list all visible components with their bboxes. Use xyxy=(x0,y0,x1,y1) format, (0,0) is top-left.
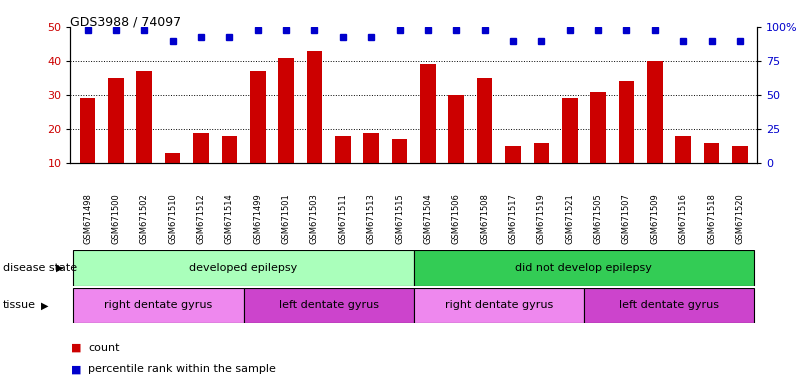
Text: tissue: tissue xyxy=(3,300,36,311)
Text: right dentate gyrus: right dentate gyrus xyxy=(104,300,212,311)
Text: GDS3988 / 74097: GDS3988 / 74097 xyxy=(70,15,182,28)
Bar xyxy=(562,98,578,163)
Text: percentile rank within the sample: percentile rank within the sample xyxy=(88,364,276,374)
Text: disease state: disease state xyxy=(3,263,78,273)
Bar xyxy=(505,146,521,163)
Bar xyxy=(647,61,662,163)
Bar xyxy=(244,288,413,323)
Text: did not develop epilepsy: did not develop epilepsy xyxy=(516,263,652,273)
Text: GSM671501: GSM671501 xyxy=(282,193,291,243)
Text: ▶: ▶ xyxy=(55,263,63,273)
Text: GSM671498: GSM671498 xyxy=(83,193,92,243)
Text: ■: ■ xyxy=(70,364,81,374)
Text: GSM671511: GSM671511 xyxy=(338,193,348,243)
Bar xyxy=(675,136,691,163)
Text: GSM671504: GSM671504 xyxy=(424,193,433,243)
Bar xyxy=(413,250,754,286)
Text: GSM671517: GSM671517 xyxy=(509,193,517,243)
Bar xyxy=(335,136,351,163)
Text: GSM671510: GSM671510 xyxy=(168,193,177,243)
Text: GSM671507: GSM671507 xyxy=(622,193,631,243)
Bar xyxy=(136,71,152,163)
Text: GSM671505: GSM671505 xyxy=(594,193,602,243)
Bar xyxy=(477,78,493,163)
Text: GSM671513: GSM671513 xyxy=(367,193,376,243)
Bar xyxy=(250,71,265,163)
Text: right dentate gyrus: right dentate gyrus xyxy=(445,300,553,311)
Text: GSM671514: GSM671514 xyxy=(225,193,234,243)
Bar xyxy=(80,98,95,163)
Bar xyxy=(449,95,464,163)
Text: GSM671499: GSM671499 xyxy=(253,193,262,243)
Bar xyxy=(533,143,549,163)
Text: left dentate gyrus: left dentate gyrus xyxy=(619,300,719,311)
Bar xyxy=(590,92,606,163)
Text: GSM671515: GSM671515 xyxy=(395,193,404,243)
Text: GSM671521: GSM671521 xyxy=(566,193,574,243)
Bar xyxy=(364,132,379,163)
Bar xyxy=(165,153,180,163)
Text: GSM671506: GSM671506 xyxy=(452,193,461,243)
Bar xyxy=(584,288,754,323)
Text: GSM671500: GSM671500 xyxy=(111,193,120,243)
Text: left dentate gyrus: left dentate gyrus xyxy=(279,300,379,311)
Text: GSM671502: GSM671502 xyxy=(139,193,149,243)
Bar xyxy=(618,81,634,163)
Text: count: count xyxy=(88,343,119,353)
Text: GSM671512: GSM671512 xyxy=(196,193,206,243)
Bar xyxy=(704,143,719,163)
Text: GSM671516: GSM671516 xyxy=(678,193,688,243)
Bar xyxy=(278,58,294,163)
Bar xyxy=(392,139,408,163)
Bar xyxy=(74,250,413,286)
Bar xyxy=(74,288,244,323)
Bar xyxy=(732,146,747,163)
Text: ■: ■ xyxy=(70,343,81,353)
Bar xyxy=(222,136,237,163)
Text: GSM671503: GSM671503 xyxy=(310,193,319,243)
Text: GSM671519: GSM671519 xyxy=(537,193,545,243)
Bar xyxy=(193,132,209,163)
Bar xyxy=(307,51,322,163)
Text: developed epilepsy: developed epilepsy xyxy=(189,263,298,273)
Text: GSM671508: GSM671508 xyxy=(480,193,489,243)
Text: GSM671518: GSM671518 xyxy=(707,193,716,243)
Text: GSM671520: GSM671520 xyxy=(735,193,744,243)
Bar xyxy=(413,288,584,323)
Bar xyxy=(420,65,436,163)
Text: ▶: ▶ xyxy=(41,300,49,311)
Text: GSM671509: GSM671509 xyxy=(650,193,659,243)
Bar xyxy=(108,78,123,163)
